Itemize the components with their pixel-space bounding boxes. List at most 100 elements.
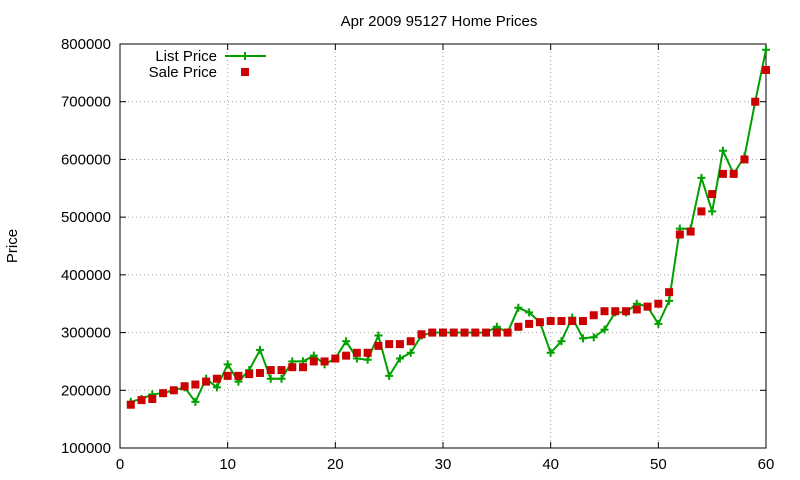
sale-price-point [126,400,135,409]
y-tick-label: 100000 [61,440,111,457]
series-line-list-price [130,49,767,404]
sale-price-point [492,328,501,337]
legend-marker-list-price [241,52,249,60]
sale-price-point [675,230,684,239]
y-tick-label: 600000 [61,151,111,168]
list-price-point [406,348,415,357]
list-price-point [708,207,717,216]
sale-price-point [589,311,598,320]
sale-price-point [428,328,437,337]
list-price-point [654,319,663,328]
plot-frame [119,43,767,449]
sale-price-point [137,396,146,405]
grid [120,44,766,448]
list-price-point [395,354,404,363]
sale-price-point [309,357,318,366]
list-price-point [363,355,372,364]
sale-price-point [654,299,663,308]
sale-price-point [212,374,221,383]
list-price-point [557,337,566,346]
sale-price-point [751,97,760,106]
sale-price-point [557,317,566,326]
sale-price-point [503,328,512,337]
sale-price-point [740,155,749,164]
sale-price-point [643,302,652,311]
sale-price-point [223,371,232,380]
x-tick-label: 60 [758,456,775,473]
sale-price-point [234,371,243,380]
list-price-point [212,383,221,392]
list-price-point [374,331,383,340]
sale-price-point [148,394,157,403]
sale-price-point [514,322,523,331]
sale-price-point [277,366,286,375]
series-layer [126,45,770,409]
axis-ticks: 0 10 20 30 40 50 60 100000 200000 300000 400000 500… [61,36,774,473]
sale-price-point [439,328,447,337]
sale-price-point [718,169,727,178]
y-tick-label: 300000 [61,325,111,342]
chart-title: Apr 2009 95127 Home Prices [341,13,538,30]
sale-price-point [406,337,415,346]
sale-price-point [546,317,555,326]
list-price-point [514,303,523,312]
sale-price-point [159,389,168,398]
sale-price-point [471,328,480,337]
x-tick-label: 20 [327,456,344,473]
sale-price-point [180,382,189,391]
list-price-point [342,337,351,346]
list-price-point [665,296,674,305]
sale-price-point [622,307,631,316]
y-tick-label: 400000 [61,267,111,284]
y-axis-label: Price [4,229,21,263]
list-price-point [191,397,200,406]
sale-price-point [288,363,297,372]
sale-price-point [299,363,308,372]
x-tick-label: 30 [435,456,452,473]
sale-price-point [449,328,458,337]
x-tick-label: 40 [542,456,559,473]
list-price-point [223,360,232,369]
sale-price-point [395,340,404,349]
y-tick-label: 800000 [61,36,111,53]
sale-price-point [482,328,491,337]
list-price-point [718,146,727,155]
list-price-point [385,371,394,380]
legend-label-sale-price: Sale Price [149,64,217,81]
legend: List Price Sale Price [149,48,266,81]
sale-price-point [255,368,264,377]
sale-price-point [686,227,695,236]
sale-price-point [578,317,587,326]
x-tick-label: 10 [219,456,236,473]
sale-price-point [525,319,534,328]
sale-price-point [245,370,254,379]
y-tick-label: 200000 [61,382,111,399]
list-price-point [589,333,598,342]
sale-price-point [460,328,469,337]
x-tick-label: 50 [650,456,667,473]
legend-label-list-price: List Price [155,48,217,65]
sale-price-point [611,307,620,316]
list-price-point [525,308,534,317]
list-price-point [762,45,770,54]
sale-price-point [729,169,738,178]
list-price-point [255,345,264,354]
sale-price-point [708,190,717,199]
sale-price-point [697,207,706,216]
y-tick-label: 700000 [61,94,111,111]
sale-price-point [169,386,178,395]
list-price-point [600,325,609,334]
x-tick-label: 0 [116,456,124,473]
list-price-point [697,173,706,182]
list-price-point [578,334,587,343]
sale-price-point [342,351,351,360]
y-tick-label: 500000 [61,209,111,226]
sale-price-point [202,377,211,386]
sale-price-point [266,366,275,375]
sale-price-point [385,340,394,349]
sale-price-point [417,330,426,339]
sale-price-point [320,357,329,366]
list-price-point [266,374,275,383]
sale-price-point [363,348,372,357]
